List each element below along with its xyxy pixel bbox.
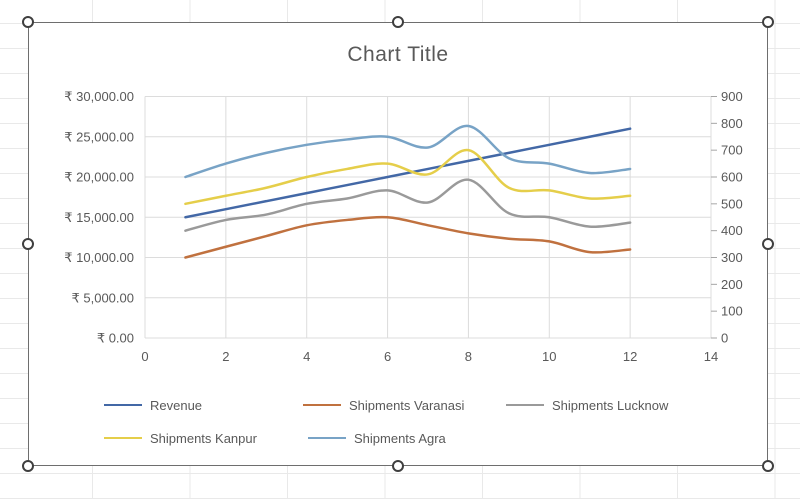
legend-item-revenue[interactable]: Revenue	[104, 397, 203, 413]
legend-label-shipments-agra: Shipments Agra	[354, 430, 446, 446]
left-axis-tick-label: ₹ 5,000.00	[72, 290, 135, 305]
legend-swatch-shipments-kanpur	[104, 436, 142, 440]
x-axis-tick-label: 8	[465, 349, 472, 364]
legend-swatch-revenue	[104, 403, 142, 407]
x-axis-tick-label: 14	[704, 349, 718, 364]
legend-label-shipments-varanasi: Shipments Varanasi	[349, 397, 465, 413]
selection-handle-top-right[interactable]	[761, 15, 774, 28]
series-line-revenue[interactable]	[184, 127, 632, 219]
right-axis-tick-label: 200	[721, 277, 743, 292]
x-axis-tick-label: 6	[384, 349, 391, 364]
series-line-shipments-agra[interactable]	[184, 124, 632, 179]
right-axis-tick-label: 100	[721, 304, 743, 319]
selection-handle-bottom-right[interactable]	[761, 459, 774, 472]
selection-handle-bottom-center[interactable]	[391, 459, 404, 472]
selection-handle-middle-right[interactable]	[761, 237, 774, 250]
x-axis-tick-label: 0	[141, 349, 148, 364]
series-line-shipments-varanasi[interactable]	[184, 215, 632, 259]
x-axis-tick-label: 4	[303, 349, 310, 364]
legend-item-shipments-varanasi[interactable]: Shipments Varanasi	[303, 397, 465, 413]
right-axis-tick-label: 400	[721, 223, 743, 238]
left-axis-tick-label: ₹ 20,000.00	[64, 170, 134, 185]
selection-handle-top-center[interactable]	[391, 15, 404, 28]
series-line-shipments-lucknow[interactable]	[184, 178, 632, 232]
chart-title[interactable]: Chart Title	[347, 43, 449, 66]
selection-handle-bottom-left[interactable]	[21, 459, 34, 472]
right-axis-tick-label: 500	[721, 196, 743, 211]
x-axis-tick-label: 12	[623, 349, 637, 364]
left-axis-tick-label: ₹ 30,000.00	[64, 89, 134, 104]
right-axis-tick-label: 300	[721, 250, 743, 265]
legend-swatch-shipments-lucknow	[506, 403, 544, 407]
right-axis-tick-label: 600	[721, 170, 743, 185]
legend-label-shipments-kanpur: Shipments Kanpur	[150, 430, 257, 446]
legend-item-shipments-lucknow[interactable]: Shipments Lucknow	[506, 397, 669, 413]
legend-label-shipments-lucknow: Shipments Lucknow	[552, 397, 669, 413]
legend-swatch-shipments-agra	[308, 436, 346, 440]
selection-handle-middle-left[interactable]	[21, 237, 34, 250]
legend-item-shipments-agra[interactable]: Shipments Agra	[308, 430, 446, 446]
right-axis-tick-label: 800	[721, 116, 743, 131]
selection-handle-top-left[interactable]	[21, 15, 34, 28]
right-axis-tick-label: 900	[721, 89, 743, 104]
x-axis-tick-label: 2	[222, 349, 229, 364]
left-axis-tick-label: ₹ 25,000.00	[64, 129, 134, 144]
series-line-shipments-kanpur[interactable]	[184, 148, 632, 206]
chart-object[interactable]: Chart Title ₹ 0.00 ₹ 5,000.00 ₹ 10,000.00 ₹…	[28, 22, 768, 466]
right-axis-tick-label: 700	[721, 143, 743, 158]
left-axis-tick-label: ₹ 10,000.00	[64, 250, 134, 265]
x-axis-tick-label: 10	[542, 349, 556, 364]
left-axis-tick-label: ₹ 15,000.00	[64, 210, 134, 225]
left-axis-tick-label: ₹ 0.00	[97, 331, 134, 346]
right-axis-tick-label: 0	[721, 331, 728, 346]
plot-area: ₹ 0.00 ₹ 5,000.00 ₹ 10,000.00 ₹ 15,000.00 ₹ …	[64, 89, 743, 364]
legend-label-revenue: Revenue	[150, 397, 203, 413]
legend-swatch-shipments-varanasi	[303, 403, 341, 407]
legend-item-shipments-kanpur[interactable]: Shipments Kanpur	[104, 430, 257, 446]
